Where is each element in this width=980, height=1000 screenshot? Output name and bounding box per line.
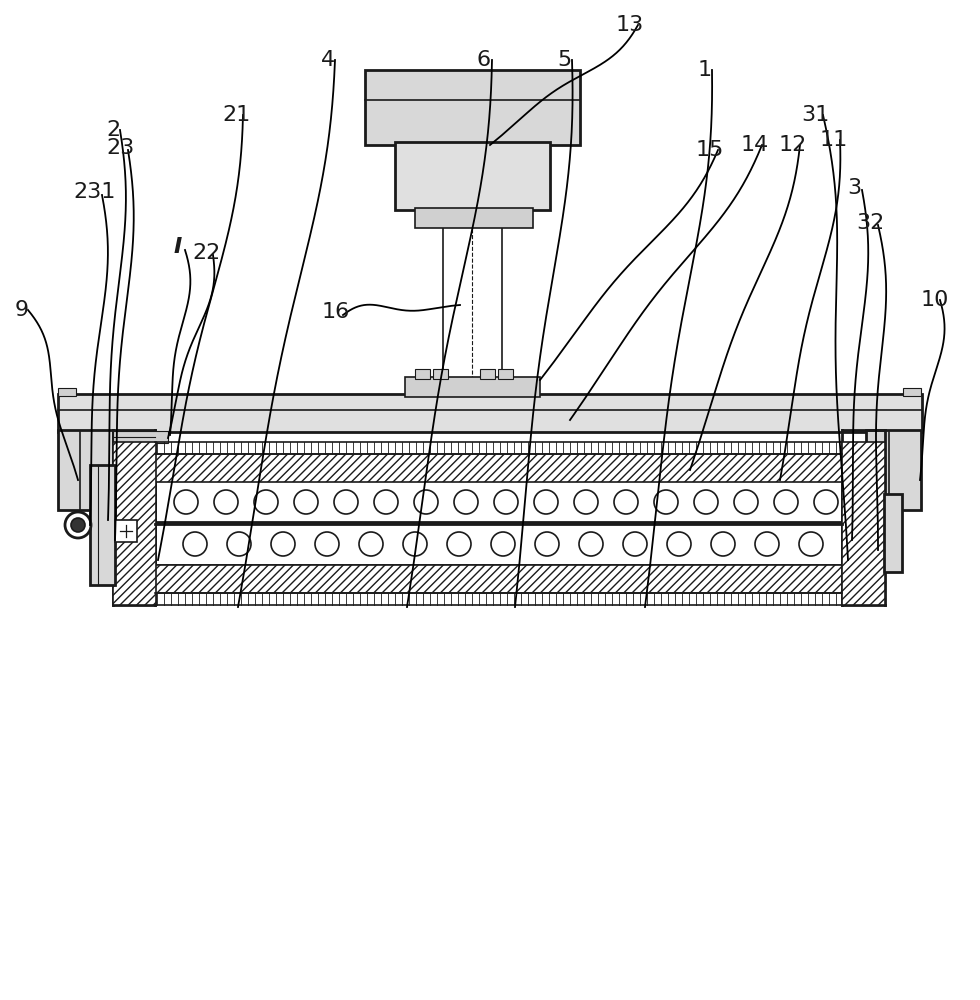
Bar [58,394,922,432]
Bar [113,442,156,605]
Text: 9: 9 [15,300,29,320]
Text: 13: 13 [615,15,644,35]
Text: 2: 2 [106,120,121,140]
Circle shape [374,490,398,514]
Text: 4: 4 [320,50,335,70]
Bar [365,70,580,145]
Bar [903,388,921,396]
Bar [433,369,448,379]
Circle shape [623,532,647,556]
Text: I: I [173,237,182,257]
Text: 12: 12 [779,135,808,155]
Text: 231: 231 [74,182,117,202]
Circle shape [711,532,735,556]
Circle shape [447,532,471,556]
Text: 11: 11 [820,130,848,150]
Text: 15: 15 [696,140,724,160]
Circle shape [694,490,718,514]
Circle shape [183,532,207,556]
Bar [842,442,885,605]
Text: 1: 1 [698,60,712,80]
Bar [113,431,168,443]
Circle shape [65,512,91,538]
Bar [155,522,842,565]
Bar [480,369,495,379]
Bar [415,369,430,379]
Bar [405,377,540,397]
Circle shape [491,532,515,556]
Circle shape [614,490,638,514]
Circle shape [755,532,779,556]
Circle shape [294,490,318,514]
Circle shape [315,532,339,556]
Text: 16: 16 [321,302,350,322]
Circle shape [414,490,438,514]
Circle shape [814,490,838,514]
Circle shape [667,532,691,556]
Circle shape [654,490,678,514]
Text: 3: 3 [847,178,861,198]
Circle shape [534,490,558,514]
Bar [498,369,513,379]
Circle shape [227,532,251,556]
Circle shape [774,490,798,514]
Circle shape [494,490,518,514]
Bar [115,520,137,542]
Text: 21: 21 [221,105,250,125]
Bar [415,208,533,228]
Bar [884,494,902,572]
Bar [58,388,76,396]
Circle shape [454,490,478,514]
Bar [90,465,115,585]
Circle shape [174,490,198,514]
Circle shape [214,490,238,514]
Circle shape [403,532,427,556]
Circle shape [254,490,278,514]
Text: 23: 23 [106,138,134,158]
Text: 10: 10 [921,290,950,310]
Text: 5: 5 [557,50,571,70]
Text: 22: 22 [192,243,220,263]
Bar [866,430,921,510]
Circle shape [359,532,383,556]
Bar [58,430,113,510]
Circle shape [334,490,358,514]
Circle shape [271,532,295,556]
Text: 31: 31 [801,105,829,125]
Bar [155,480,842,524]
Circle shape [71,518,85,532]
Circle shape [535,532,559,556]
Circle shape [734,490,758,514]
Bar [395,142,550,210]
Bar [155,454,842,482]
Text: 32: 32 [856,213,884,233]
Bar [155,565,842,593]
Circle shape [574,490,598,514]
Circle shape [579,532,603,556]
Text: 6: 6 [477,50,491,70]
Circle shape [799,532,823,556]
Text: 14: 14 [741,135,769,155]
